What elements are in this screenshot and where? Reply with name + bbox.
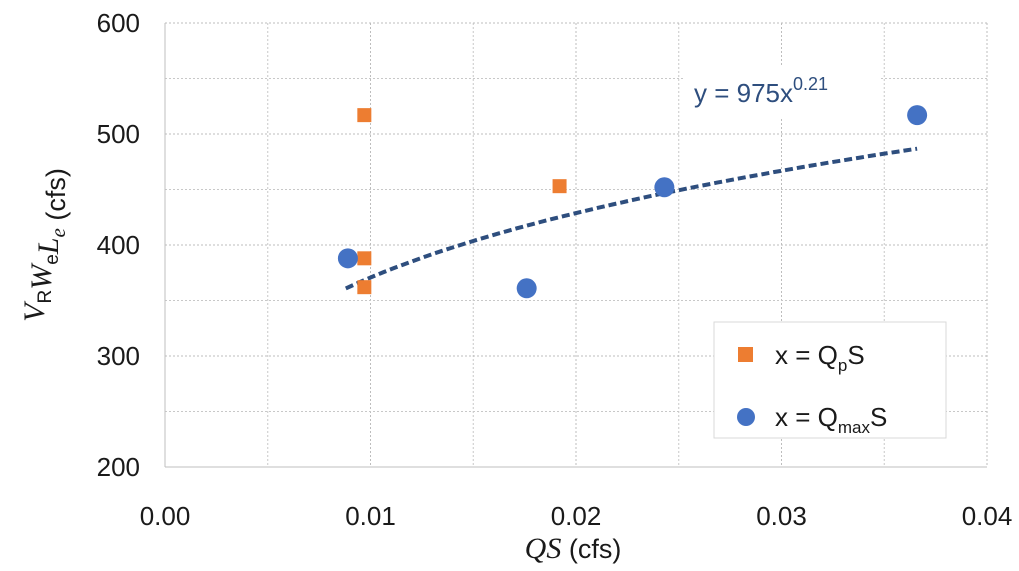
y-axis-title-part: e	[42, 254, 63, 265]
trendline-equation-text: y = 975x	[694, 78, 793, 108]
legend-label: x = QmaxS	[775, 402, 887, 437]
legend-label-part: p	[838, 356, 847, 375]
legend-label-part: S	[870, 402, 887, 432]
y-axis-title-part: e	[46, 228, 70, 237]
y-axis-title-part: R	[35, 290, 56, 304]
qmax-data-point	[654, 177, 675, 198]
y-tick-label: 600	[97, 8, 140, 38]
trendline	[344, 146, 918, 291]
y-axis-title-part: (cfs)	[41, 168, 71, 228]
y-axis-title-part: L	[32, 238, 65, 256]
y-tick-label: 300	[97, 341, 140, 371]
y-axis-title: VRWeLe (cfs)	[18, 168, 71, 322]
x-axis-tick-labels: 0.00 0.01 0.02 0.03 0.04	[140, 501, 1013, 531]
legend-label-part: x = Q	[775, 402, 838, 432]
y-axis-title-part: V	[18, 300, 51, 322]
qp-data-point	[357, 108, 372, 123]
y-axis-tick-labels: 200 300 400 500 600	[97, 8, 140, 482]
trendline-path	[344, 146, 918, 291]
trendline-equation-exponent: 0.21	[793, 74, 828, 94]
qp-data-point	[357, 280, 372, 295]
legend-label: x = QpS	[775, 340, 865, 375]
x-tick-label: 0.02	[551, 501, 602, 531]
svg-text:y = 975x0.21: y = 975x0.21	[694, 74, 828, 108]
plot-area	[164, 23, 987, 468]
qp-data-point	[552, 179, 567, 194]
legend-qp-marker	[738, 347, 753, 362]
legend-label-part: S	[847, 340, 864, 370]
y-tick-label: 400	[97, 230, 140, 260]
x-tick-label: 0.03	[756, 501, 807, 531]
data-markers	[337, 105, 928, 299]
qp-data-point	[357, 251, 372, 266]
legend-label-part: x = Q	[775, 340, 838, 370]
qmax-data-point	[337, 248, 358, 269]
y-axis-title-part: W	[25, 262, 58, 290]
x-tick-label: 0.04	[962, 501, 1013, 531]
trendline-equation: y = 975x0.21	[684, 66, 880, 118]
x-axis-title-symbol: QS	[525, 532, 562, 565]
x-axis-title: QS (cfs)	[525, 532, 622, 565]
x-tick-label: 0.01	[345, 501, 396, 531]
x-tick-label: 0.00	[140, 501, 191, 531]
legend-label-part: max	[838, 418, 871, 437]
legend-qmax-marker	[737, 408, 755, 426]
trendline-equation-box	[684, 66, 880, 118]
x-axis-title-unit: (cfs)	[561, 534, 621, 564]
y-tick-label: 500	[97, 119, 140, 149]
qmax-data-point	[907, 105, 928, 126]
y-tick-label: 200	[97, 452, 140, 482]
qmax-data-point	[516, 278, 537, 299]
